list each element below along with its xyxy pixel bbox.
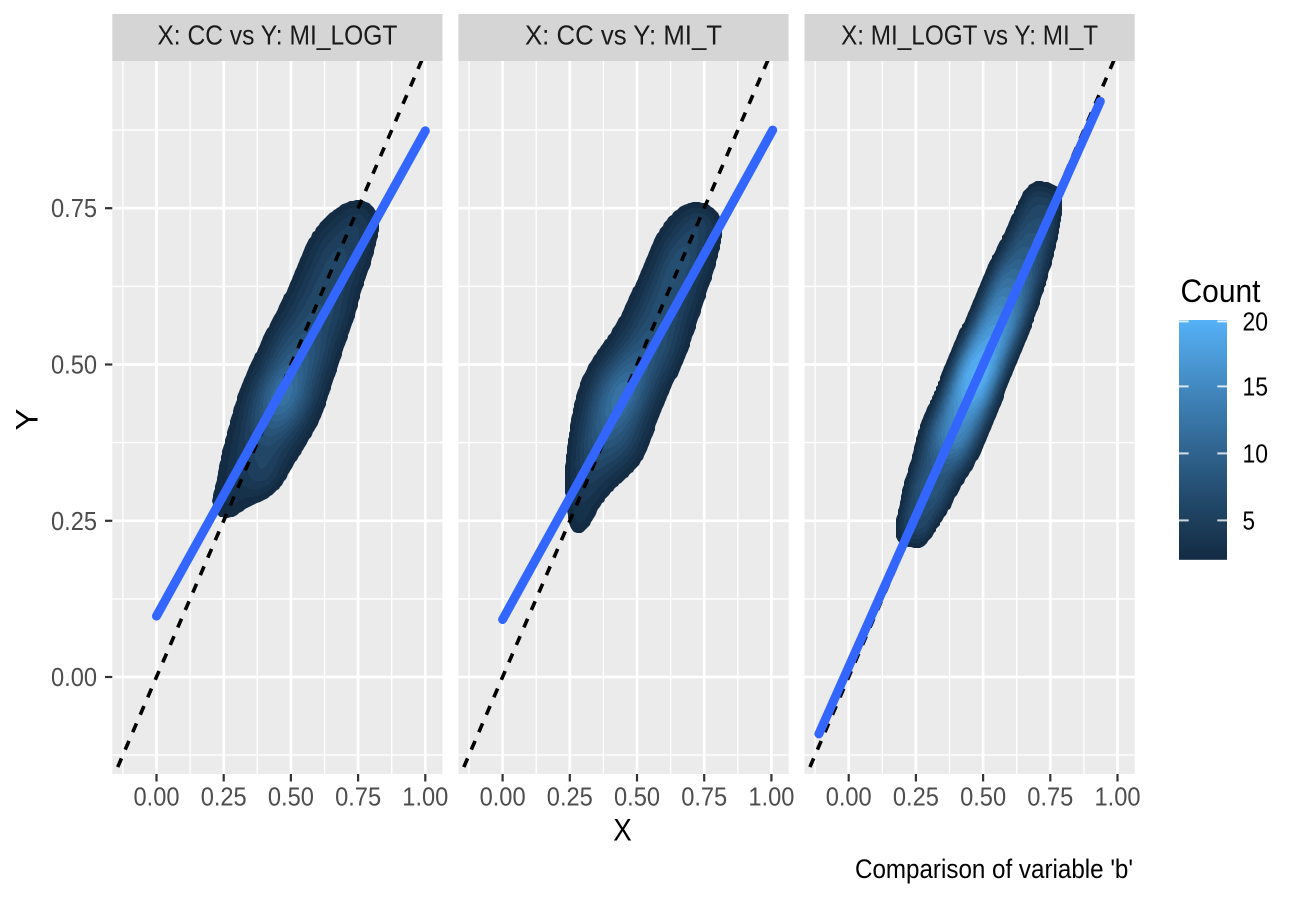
svg-text:X: CC vs Y: MI_LOGT: X: CC vs Y: MI_LOGT xyxy=(157,20,397,51)
svg-text:0.00: 0.00 xyxy=(51,664,97,692)
svg-text:0.25: 0.25 xyxy=(547,784,593,812)
svg-text:0.75: 0.75 xyxy=(335,784,381,812)
svg-text:X: X xyxy=(613,812,632,848)
svg-text:0.25: 0.25 xyxy=(51,508,97,536)
svg-text:0.25: 0.25 xyxy=(893,784,939,812)
svg-text:Y: Y xyxy=(9,409,45,431)
svg-text:10: 10 xyxy=(1243,440,1269,468)
svg-text:0.25: 0.25 xyxy=(201,784,247,812)
svg-text:0.00: 0.00 xyxy=(826,784,872,812)
svg-text:X: MI_LOGT vs Y: MI_T: X: MI_LOGT vs Y: MI_T xyxy=(841,20,1098,51)
svg-text:5: 5 xyxy=(1243,507,1256,535)
svg-text:Comparison of variable 'b': Comparison of variable 'b' xyxy=(855,854,1133,884)
svg-text:0.50: 0.50 xyxy=(614,784,660,812)
svg-text:1.00: 1.00 xyxy=(402,784,448,812)
svg-text:0.50: 0.50 xyxy=(268,784,314,812)
svg-text:0.00: 0.00 xyxy=(134,784,180,812)
svg-text:0.00: 0.00 xyxy=(480,784,526,812)
svg-text:X: CC vs Y: MI_T: X: CC vs Y: MI_T xyxy=(525,20,722,51)
svg-text:0.75: 0.75 xyxy=(681,784,727,812)
svg-text:0.50: 0.50 xyxy=(960,784,1006,812)
svg-text:0.50: 0.50 xyxy=(51,352,97,380)
svg-text:1.00: 1.00 xyxy=(1095,784,1141,812)
svg-text:0.75: 0.75 xyxy=(51,195,97,223)
svg-text:Count: Count xyxy=(1181,273,1261,309)
svg-text:1.00: 1.00 xyxy=(748,784,794,812)
svg-text:0.75: 0.75 xyxy=(1027,784,1073,812)
svg-text:20: 20 xyxy=(1243,308,1269,336)
svg-text:15: 15 xyxy=(1243,373,1269,401)
